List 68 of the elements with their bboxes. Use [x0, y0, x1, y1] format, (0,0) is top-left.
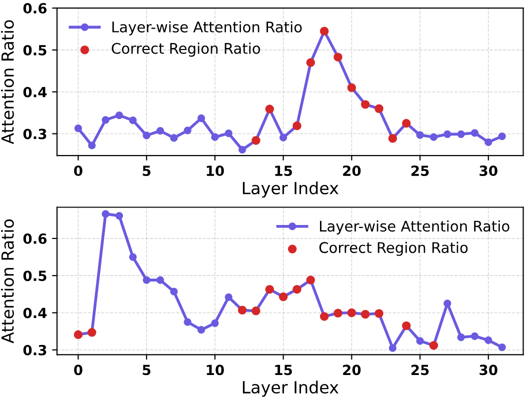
point [498, 343, 506, 352]
y-tick-label: 0.6 [23, 233, 47, 244]
legend-label: Correct Region Ratio [112, 42, 260, 57]
x-tick-label: 25 [411, 364, 429, 376]
point [184, 126, 192, 134]
legend-label: Correct Region Ratio [319, 242, 468, 256]
x-tick-label: 15 [275, 166, 292, 176]
y-tick-label: 0.4 [23, 86, 47, 98]
y-tick-label: 0.5 [23, 44, 46, 56]
point [88, 142, 96, 150]
point [142, 276, 150, 284]
y-tick-label: 0.4 [23, 308, 47, 318]
x-tick-label: 0 [74, 364, 82, 376]
x-tick-label: 5 [142, 166, 150, 176]
x-tick-label: 5 [142, 364, 150, 376]
point [102, 116, 110, 124]
y-tick-label: 0.6 [23, 3, 47, 14]
legend-label: Layer-wise Attention Ratio [112, 21, 302, 36]
x-tick-label: 30 [480, 364, 498, 376]
point [115, 212, 124, 220]
y-tick-label: 0.5 [23, 270, 46, 282]
point [416, 131, 424, 139]
point [224, 130, 232, 138]
point [238, 146, 246, 154]
x-tick-label: 20 [343, 364, 361, 376]
point [416, 337, 424, 345]
point [470, 332, 479, 340]
point [470, 129, 479, 137]
point [211, 319, 219, 327]
x-tick-label: 30 [480, 166, 498, 176]
point [279, 134, 288, 142]
point [484, 138, 492, 146]
point [197, 326, 206, 334]
y-axis-title: Attention Ratio [1, 219, 14, 344]
y-tick-label: 0.3 [23, 128, 46, 140]
x-tick-label: 10 [206, 166, 224, 176]
point [129, 253, 137, 261]
x-tick-label: 25 [411, 166, 429, 176]
point [457, 130, 465, 138]
point [484, 336, 492, 344]
point [498, 132, 506, 140]
legend-label: Layer-wise Attention Ratio [320, 220, 510, 234]
point [156, 127, 164, 135]
y-axis-title: Attention Ratio [1, 20, 14, 144]
x-tick-label: 0 [74, 166, 82, 176]
x-tick-label: 10 [206, 364, 224, 376]
x-axis-title: Layer Index [242, 181, 338, 198]
point [170, 288, 178, 296]
point [74, 124, 82, 132]
point [388, 344, 396, 352]
y-tick-label: 0.3 [23, 344, 46, 356]
point [211, 133, 219, 141]
point [142, 132, 150, 140]
x-axis-title: Layer Index [242, 380, 338, 397]
point [457, 333, 465, 342]
point [170, 134, 178, 142]
point [444, 130, 452, 138]
point [197, 114, 206, 122]
x-tick-label: 15 [275, 364, 292, 376]
x-tick-label: 20 [343, 166, 361, 176]
point [156, 276, 164, 284]
point [115, 112, 124, 120]
point [224, 293, 232, 301]
point [102, 210, 110, 218]
point [430, 133, 438, 141]
point [129, 116, 137, 124]
point [184, 318, 192, 326]
point [444, 300, 452, 308]
